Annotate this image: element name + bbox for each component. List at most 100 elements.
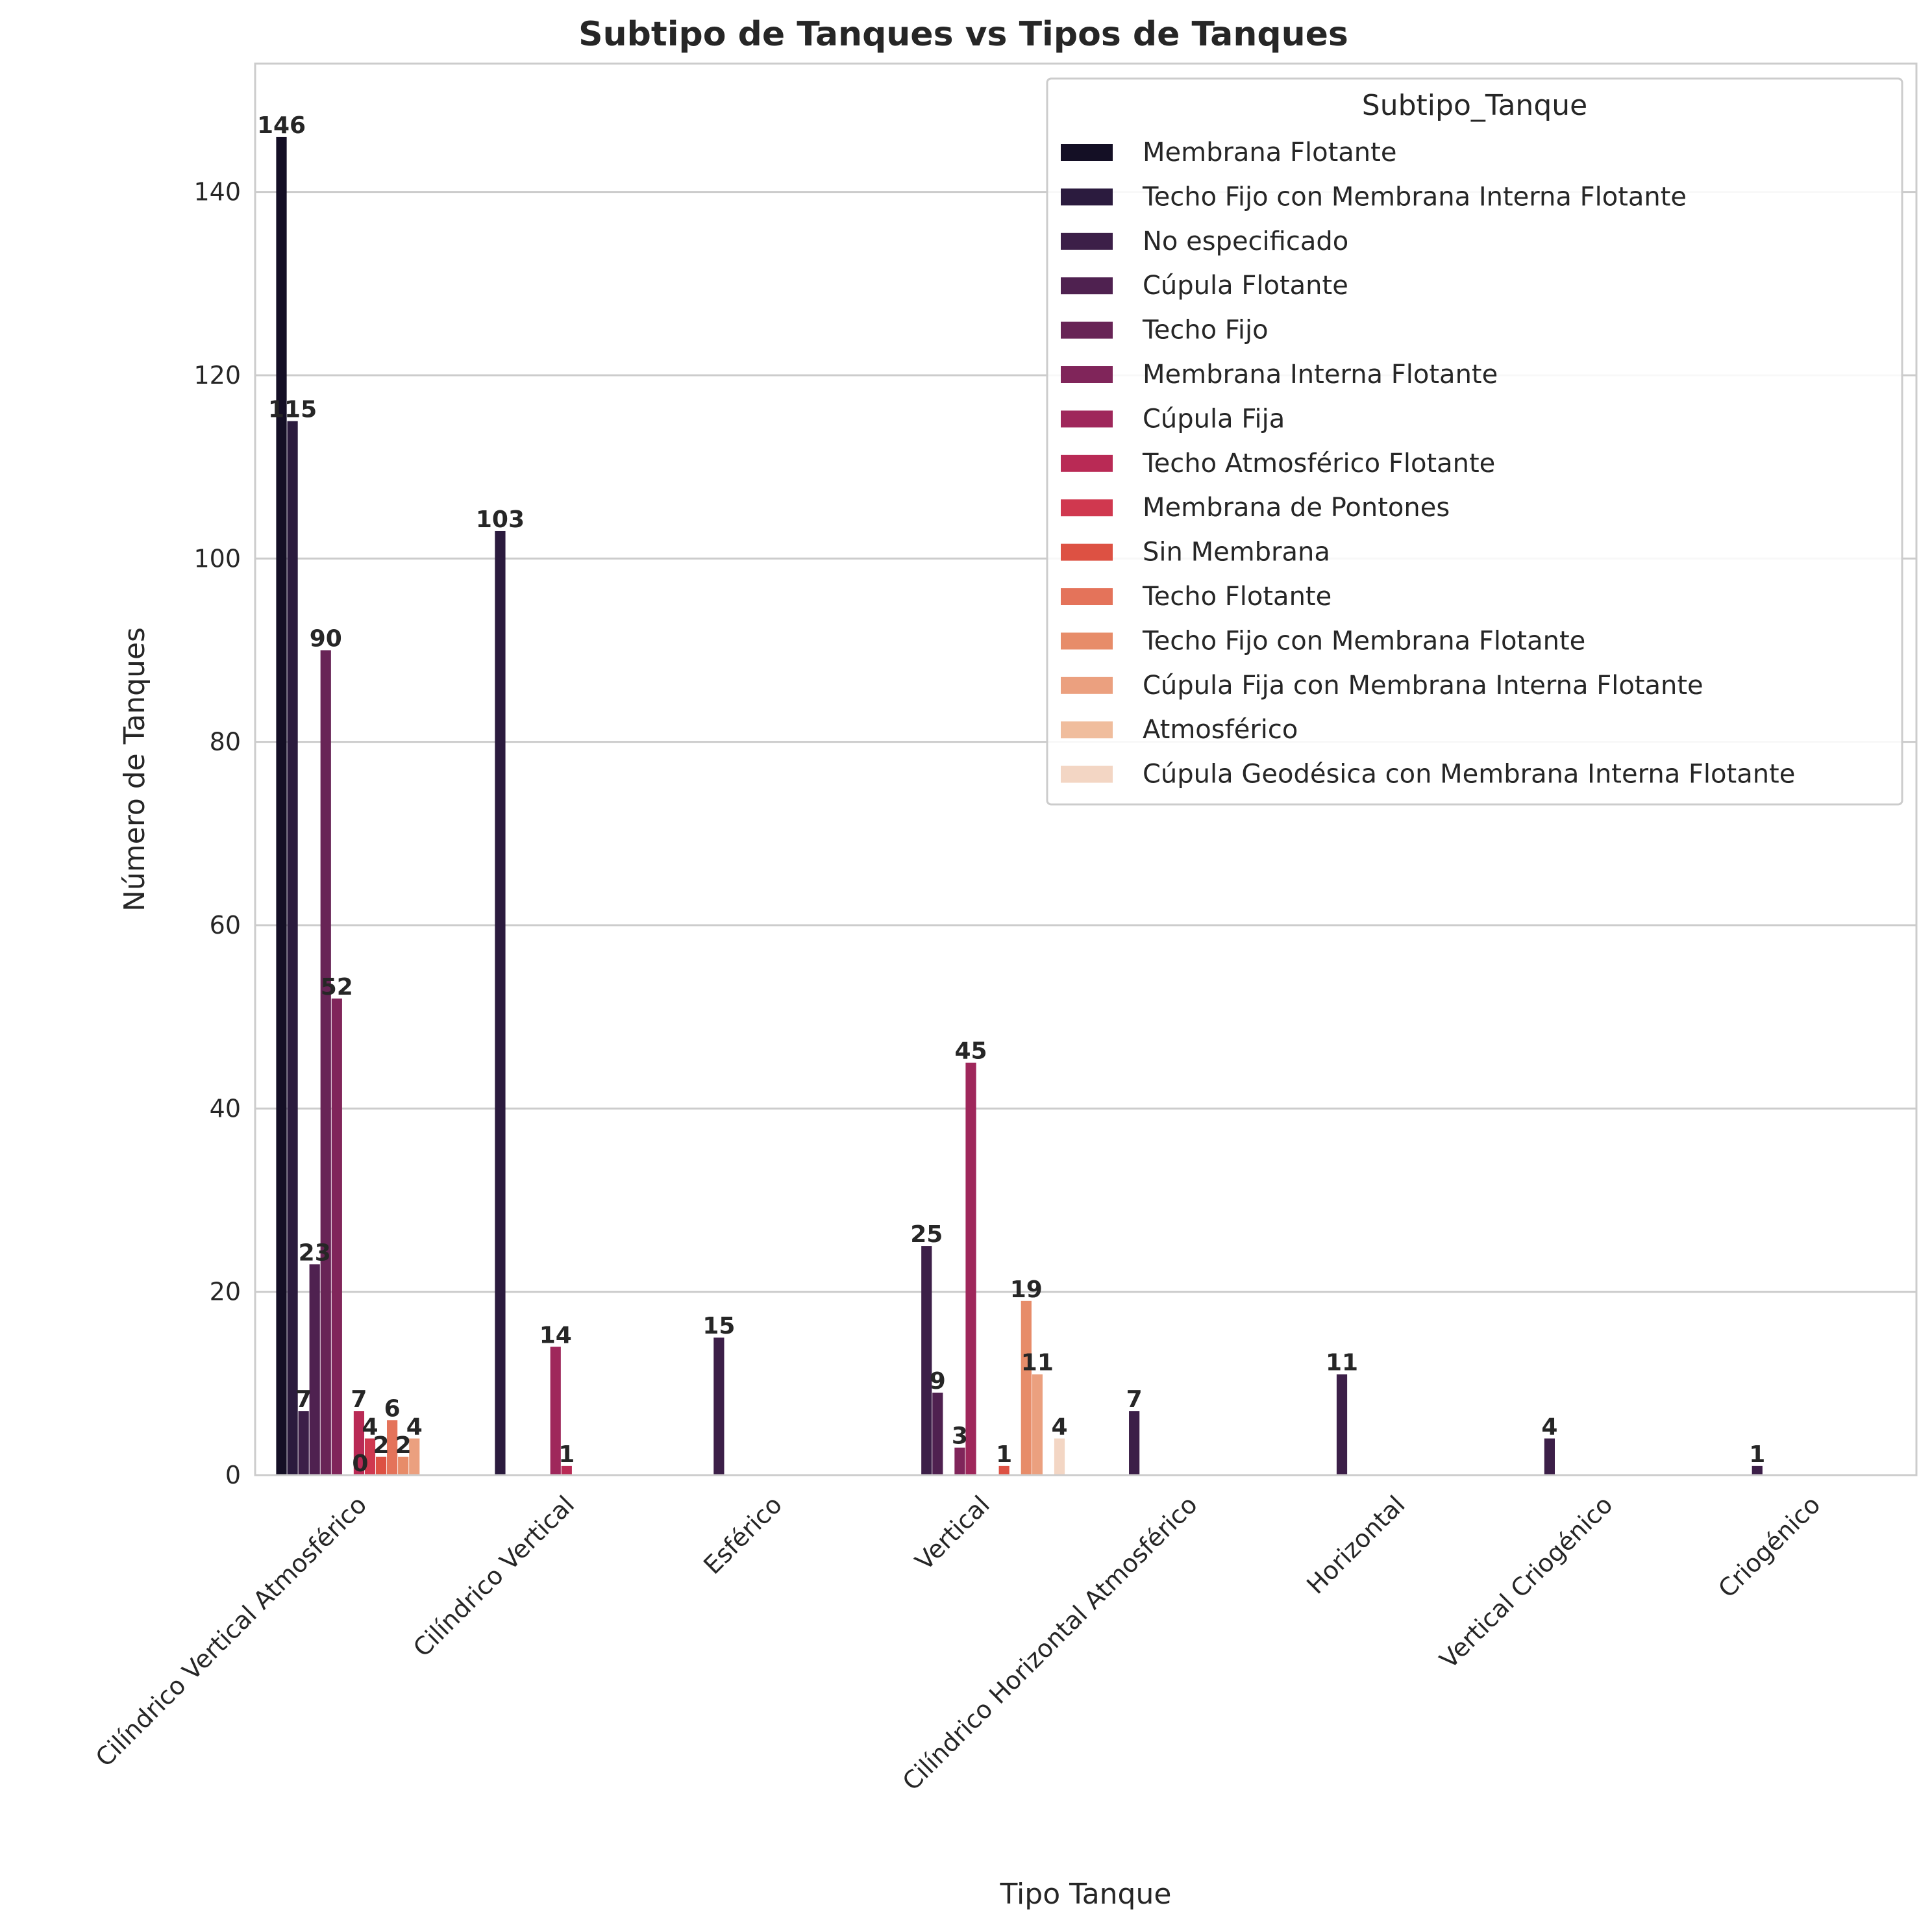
- data-label: 90: [310, 625, 342, 652]
- legend-swatch: [1061, 677, 1113, 694]
- legend-label: Membrana de Pontones: [1143, 493, 1450, 523]
- legend-swatch: [1061, 277, 1113, 295]
- legend-swatch: [1061, 765, 1113, 783]
- legend-swatch: [1061, 454, 1113, 472]
- legend-swatch: [1061, 632, 1113, 650]
- bar: [1054, 1438, 1065, 1475]
- x-tick-label: Vertical: [910, 1490, 995, 1576]
- legend-swatch: [1061, 588, 1113, 605]
- legend-box: [1046, 77, 1903, 806]
- legend-label: Membrana Interna Flotante: [1143, 360, 1498, 390]
- bar: [1544, 1438, 1555, 1475]
- legend-swatch: [1061, 321, 1113, 339]
- legend-swatch: [1061, 366, 1113, 383]
- data-label: 146: [257, 112, 306, 139]
- data-label: 2: [373, 1432, 390, 1459]
- y-tick-label: 60: [210, 911, 241, 939]
- bar: [1129, 1411, 1140, 1475]
- y-tick-label: 140: [193, 178, 241, 206]
- data-label: 0: [352, 1450, 368, 1477]
- legend-label: Sin Membrana: [1143, 538, 1330, 567]
- x-axis-title: Tipo Tanque: [1000, 1878, 1172, 1911]
- legend-label: Techo Fijo: [1142, 316, 1269, 345]
- data-label: 4: [362, 1414, 378, 1441]
- bar: [309, 1264, 320, 1475]
- x-tick-label: Cilíndrico Vertical: [408, 1490, 580, 1662]
- data-label: 19: [1010, 1276, 1043, 1303]
- bar: [965, 1062, 976, 1475]
- legend-label: Cúpula Fija con Membrana Interna Flotant…: [1143, 671, 1703, 701]
- x-tick-label: Criogénico: [1713, 1490, 1826, 1603]
- data-label: 7: [351, 1386, 367, 1413]
- plot-frame: [254, 62, 1918, 1476]
- y-tick-label: 100: [193, 544, 241, 573]
- data-label: 14: [539, 1322, 572, 1349]
- data-label: 4: [1541, 1414, 1557, 1441]
- data-label: 4: [1051, 1414, 1067, 1441]
- bar: [932, 1392, 943, 1475]
- x-tick-label: Vertical Criogénico: [1434, 1490, 1618, 1674]
- bar: [353, 1411, 365, 1475]
- bar: [561, 1465, 572, 1475]
- data-label: 23: [299, 1239, 331, 1266]
- chart-title: Subtipo de Tanques vs Tipos de Tanques: [578, 15, 1348, 54]
- legend-label: No especificado: [1143, 227, 1348, 256]
- legend-swatch: [1061, 499, 1113, 517]
- legend-swatch: [1061, 410, 1113, 428]
- bar: [998, 1465, 1009, 1475]
- data-label: 103: [476, 506, 525, 533]
- x-tick-label: Horizontal: [1301, 1490, 1410, 1599]
- legend-label: Techo Flotante: [1142, 582, 1331, 612]
- bar: [276, 136, 287, 1475]
- bar: [1336, 1374, 1348, 1475]
- y-tick-label: 80: [210, 728, 241, 756]
- legend-swatch: [1061, 144, 1113, 161]
- bars: [276, 136, 1763, 1476]
- data-label: 9: [930, 1368, 946, 1395]
- data-label: 1: [996, 1441, 1012, 1468]
- bar: [298, 1411, 309, 1475]
- data-label: 11: [1021, 1350, 1054, 1376]
- y-tick-label: 20: [210, 1278, 241, 1306]
- bar: [331, 998, 342, 1475]
- bar: [409, 1438, 420, 1475]
- y-axis-title: Número de Tanques: [118, 627, 151, 912]
- data-label: 11: [1326, 1350, 1358, 1376]
- data-label: 45: [954, 1038, 987, 1065]
- bar: [375, 1456, 387, 1475]
- data-label: 3: [952, 1423, 968, 1450]
- x-tick-label: Cilíndrico Vertical Atmosférico: [90, 1490, 373, 1772]
- bar: [713, 1337, 724, 1475]
- data-label: 15: [702, 1313, 735, 1339]
- data-label: 115: [268, 397, 317, 423]
- bar: [921, 1246, 932, 1475]
- bar: [550, 1347, 561, 1475]
- bar: [1021, 1300, 1032, 1475]
- x-tick-label: Esférico: [698, 1490, 787, 1580]
- data-label: 1: [1749, 1441, 1765, 1468]
- bar: [398, 1456, 409, 1475]
- y-tick-label: 40: [210, 1094, 241, 1123]
- legend-swatch: [1061, 232, 1113, 250]
- data-label: 6: [384, 1395, 401, 1422]
- legend-swatch: [1061, 721, 1113, 739]
- bar: [364, 1438, 376, 1475]
- bar: [287, 421, 298, 1475]
- bar: [495, 530, 506, 1475]
- legend-label: Cúpula Geodésica con Membrana Interna Fl…: [1143, 760, 1795, 789]
- legend-title: Subtipo_Tanque: [1362, 89, 1587, 122]
- data-label: 7: [1126, 1386, 1143, 1413]
- data-label: 4: [406, 1414, 423, 1441]
- data-labels: 1461157239052742624103141152593451191147…: [257, 112, 1765, 1477]
- y-axis-ticks: 0 20 40 60 80 100 120 140: [193, 178, 241, 1489]
- legend-swatch: [1061, 543, 1113, 561]
- data-label: 1: [558, 1441, 575, 1468]
- legend: Subtipo_Tanque Membrana Flotante Techo Fi…: [1046, 77, 1903, 806]
- legend-label: Techo Atmosférico Flotante: [1142, 449, 1495, 479]
- legend-label: Atmosférico: [1143, 715, 1298, 745]
- legend-label: Cúpula Fija: [1143, 404, 1285, 434]
- bar: [954, 1447, 965, 1475]
- legend-swatch: [1061, 188, 1113, 206]
- legend-label: Techo Fijo con Membrana Flotante: [1142, 626, 1585, 656]
